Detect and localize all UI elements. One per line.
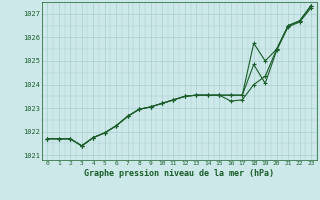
X-axis label: Graphe pression niveau de la mer (hPa): Graphe pression niveau de la mer (hPa)	[84, 169, 274, 178]
